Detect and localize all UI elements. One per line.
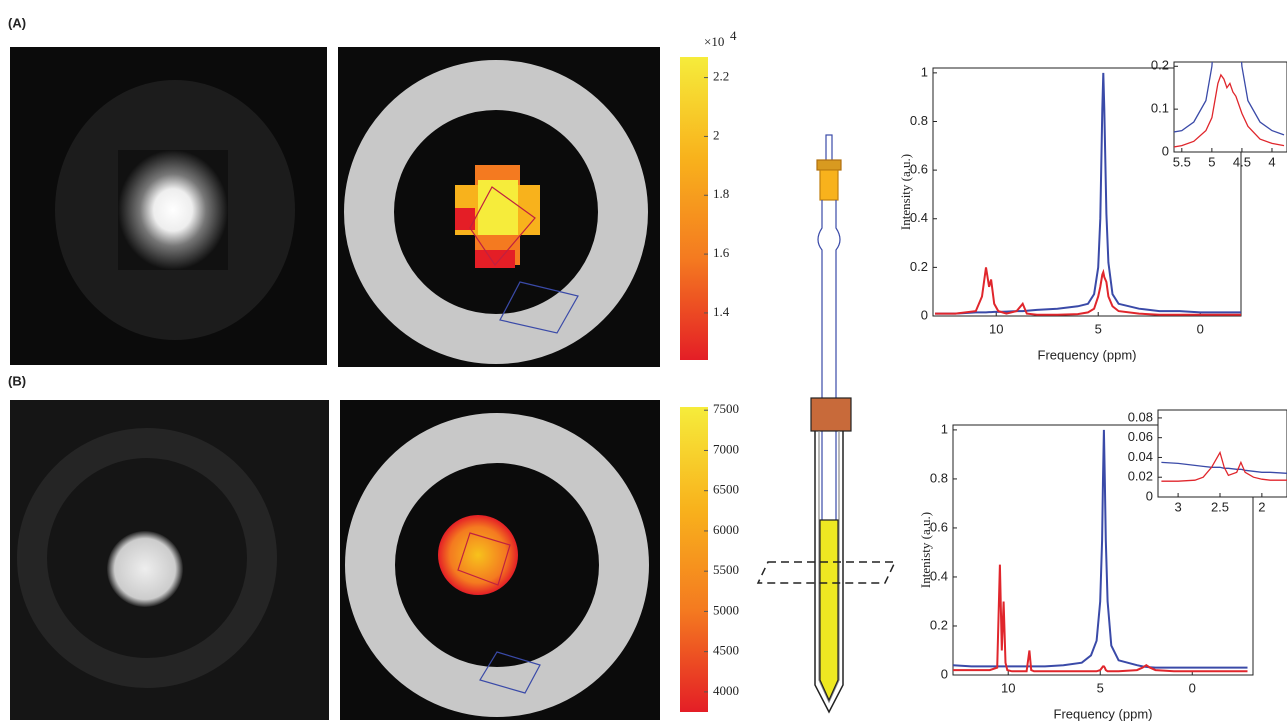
multiplier-exponent: 4 (730, 28, 737, 43)
tick-label: 5000 (713, 602, 739, 617)
x-axis-label: Frequency (ppm) (1054, 706, 1153, 721)
x-tick-label: 10 (989, 321, 1003, 336)
panel-label: (B) (8, 373, 26, 388)
y-axis-label: Intenisty (a.u.) (918, 512, 933, 588)
y-tick-label: 0.8 (910, 113, 928, 128)
x-tick-label: 5 (1095, 321, 1102, 336)
series-line (1174, 73, 1285, 148)
image-a-left (10, 47, 327, 365)
x-tick-label: 5.5 (1173, 154, 1191, 169)
y-tick-label: 0 (1146, 488, 1153, 503)
series-line (1161, 461, 1287, 474)
tick-label: 1.4 (713, 304, 730, 319)
series-line (1161, 450, 1287, 482)
x-tick-label: 4.5 (1233, 154, 1251, 169)
x-tick-label: 4 (1268, 154, 1275, 169)
y-tick-label: 0.6 (930, 519, 948, 534)
x-tick-label: 0 (1189, 680, 1196, 695)
y-tick-label: 0 (921, 307, 928, 322)
nmr-tube (756, 134, 897, 714)
y-tick-label: 0.2 (910, 259, 928, 274)
x-tick-label: 3 (1174, 499, 1181, 514)
y-tick-label: 0.8 (930, 470, 948, 485)
plot-area (1173, 61, 1287, 153)
x-tick-label: 2 (1258, 499, 1265, 514)
y-tick-label: 0.6 (910, 162, 928, 177)
tick-label: 1.8 (713, 186, 729, 201)
tick-label: 2 (713, 127, 720, 142)
y-tick-label: 0.4 (910, 210, 928, 225)
tick-label: 4000 (713, 683, 739, 698)
x-tick-label: 2.5 (1211, 499, 1229, 514)
x-tick-label: 5 (1097, 680, 1104, 695)
image-b-left (10, 400, 329, 720)
x-tick-label: 10 (1001, 680, 1015, 695)
x-tick-label: 0 (1197, 321, 1204, 336)
colorbar (680, 407, 708, 712)
x-axis-label: Frequency (ppm) (1038, 347, 1137, 362)
panel-label: (A) (8, 15, 26, 30)
y-tick-label: 0.4 (930, 568, 948, 583)
series-line (1174, 62, 1285, 136)
tick-label: 7000 (713, 441, 739, 456)
y-tick-label: 0.1 (1151, 101, 1169, 116)
series-line (935, 267, 1241, 316)
tick-label: 6500 (713, 482, 739, 497)
y-tick-label: 0.08 (1128, 409, 1153, 424)
y-tick-label: 0.2 (930, 617, 948, 632)
y-tick-label: 0.06 (1128, 429, 1153, 444)
y-tick-label: 0 (1162, 143, 1169, 158)
y-tick-label: 1 (921, 64, 928, 79)
tick-label: 4500 (713, 643, 739, 658)
series-line (935, 72, 1241, 315)
y-tick-label: 0.02 (1128, 469, 1153, 484)
tick-label: 7500 (713, 401, 739, 416)
y-tick-label: 1 (941, 421, 948, 436)
image-b-right (340, 400, 660, 720)
tick-label: 1.6 (713, 245, 730, 260)
y-tick-label: 0.2 (1151, 58, 1169, 73)
plot-area (1157, 409, 1287, 498)
series-line (953, 564, 1248, 673)
colorbar (680, 57, 708, 360)
series-line (953, 429, 1248, 669)
image-a-right (338, 47, 660, 367)
y-axis-label: Intensity (a.u.) (898, 154, 913, 230)
tick-label: 2.2 (713, 69, 729, 84)
multiplier: ×10 (704, 34, 724, 49)
y-tick-label: 0.04 (1128, 449, 1153, 464)
x-tick-label: 5 (1208, 154, 1215, 169)
tick-label: 5500 (713, 562, 739, 577)
tick-label: 6000 (713, 522, 739, 537)
y-tick-label: 0 (941, 666, 948, 681)
